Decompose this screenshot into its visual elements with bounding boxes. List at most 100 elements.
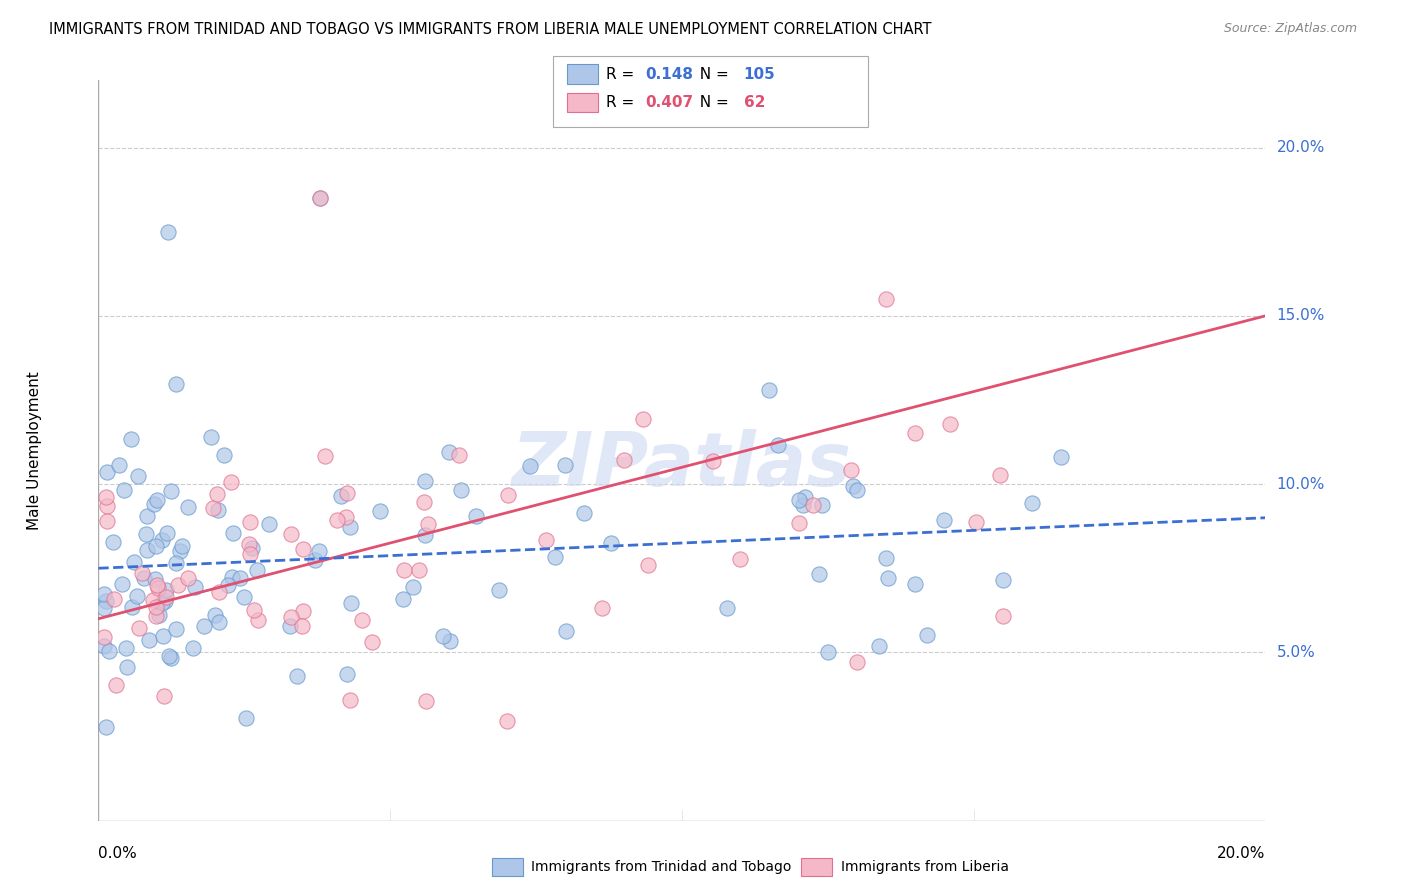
Point [702, 453, 724, 467]
Point [143, 497, 166, 511]
Text: IMMIGRANTS FROM TRINIDAD AND TOBAGO VS IMMIGRANTS FROM LIBERIA MALE UNEMPLOYMENT: IMMIGRANTS FROM TRINIDAD AND TOBAGO VS I… [49, 22, 932, 37]
Point [600, 535, 623, 549]
Point [447, 448, 470, 462]
Point [169, 544, 191, 558]
Text: R =: R = [606, 67, 640, 81]
Point [97, 644, 120, 658]
Point [412, 495, 434, 509]
Point [93, 630, 115, 644]
Point [115, 640, 138, 655]
Point [208, 584, 231, 599]
Point [184, 581, 207, 595]
Point [136, 508, 159, 523]
Point [170, 540, 193, 554]
Point [160, 484, 183, 499]
Point [308, 544, 330, 558]
Point [146, 492, 169, 507]
Point [120, 432, 142, 446]
Text: 62: 62 [744, 95, 765, 110]
Point [846, 655, 869, 669]
Text: Source: ZipAtlas.com: Source: ZipAtlas.com [1223, 22, 1357, 36]
Point [392, 591, 415, 606]
Point [758, 383, 780, 397]
Point [326, 513, 349, 527]
Point [201, 500, 224, 515]
Point [152, 629, 174, 643]
Point [229, 571, 252, 585]
Point [439, 445, 461, 459]
Point [103, 534, 125, 549]
Point [280, 526, 302, 541]
Point [555, 624, 578, 639]
Point [488, 582, 510, 597]
Point [496, 488, 519, 502]
Point [134, 571, 156, 585]
Point [1021, 496, 1043, 510]
Point [131, 566, 153, 581]
Point [96, 465, 118, 479]
Point [155, 590, 177, 604]
Point [413, 474, 436, 488]
Point [103, 592, 125, 607]
Point [247, 613, 270, 627]
Point [153, 593, 176, 607]
Point [278, 619, 301, 633]
Point [280, 610, 302, 624]
Point [1050, 450, 1073, 465]
Point [787, 516, 810, 531]
Text: 0.0%: 0.0% [98, 846, 138, 861]
Text: N =: N = [690, 95, 734, 110]
Point [309, 191, 332, 205]
Text: 5.0%: 5.0% [1277, 645, 1315, 660]
Text: Immigrants from Trinidad and Tobago: Immigrants from Trinidad and Tobago [531, 860, 792, 874]
Point [111, 577, 134, 591]
Point [631, 412, 654, 426]
Point [965, 515, 987, 529]
Point [415, 693, 437, 707]
Point [204, 608, 226, 623]
Point [238, 537, 260, 551]
Point [612, 452, 634, 467]
Point [176, 571, 198, 585]
Text: ZIPatlas: ZIPatlas [512, 429, 852, 502]
Point [291, 541, 314, 556]
Point [193, 619, 215, 633]
Point [868, 639, 890, 653]
Point [339, 693, 361, 707]
Point [292, 603, 315, 617]
Point [208, 615, 231, 629]
Point [329, 489, 352, 503]
Point [166, 377, 188, 392]
Point [165, 622, 187, 636]
Point [93, 587, 115, 601]
Text: 105: 105 [744, 67, 776, 81]
Point [554, 458, 576, 472]
Point [917, 628, 939, 642]
Point [309, 191, 332, 205]
Point [221, 475, 243, 489]
Point [105, 678, 128, 692]
Point [361, 634, 384, 648]
Point [416, 516, 439, 531]
Point [122, 555, 145, 569]
Point [259, 516, 281, 531]
Point [212, 448, 235, 462]
Point [794, 491, 817, 505]
Point [221, 570, 243, 584]
Point [165, 556, 187, 570]
Text: 0.407: 0.407 [645, 95, 693, 110]
Point [96, 499, 118, 513]
Point [96, 594, 118, 608]
Point [112, 483, 135, 497]
Point [160, 650, 183, 665]
Point [167, 578, 190, 592]
Text: 20.0%: 20.0% [1218, 846, 1265, 861]
Point [792, 498, 814, 512]
Point [246, 563, 269, 577]
Point [285, 668, 308, 682]
Point [534, 533, 557, 548]
Point [846, 483, 869, 497]
Point [336, 666, 359, 681]
Point [150, 596, 173, 610]
Text: 10.0%: 10.0% [1277, 476, 1324, 491]
